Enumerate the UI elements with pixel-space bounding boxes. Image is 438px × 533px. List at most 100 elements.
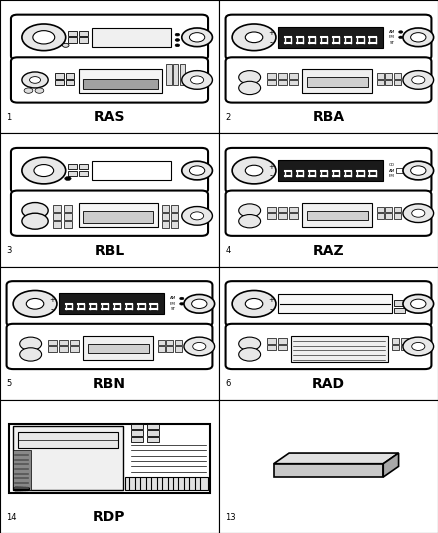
Circle shape xyxy=(412,209,425,217)
Bar xyxy=(385,80,392,85)
Bar xyxy=(64,213,72,220)
Text: RBN: RBN xyxy=(93,377,126,391)
Bar xyxy=(289,213,298,219)
Circle shape xyxy=(232,157,276,184)
Bar xyxy=(307,211,368,220)
Polygon shape xyxy=(383,453,399,477)
Circle shape xyxy=(175,44,180,47)
Bar xyxy=(166,64,172,85)
Polygon shape xyxy=(274,464,383,477)
Circle shape xyxy=(239,337,261,351)
Circle shape xyxy=(245,165,263,176)
Bar xyxy=(18,432,118,448)
Bar xyxy=(131,437,143,442)
Bar xyxy=(307,77,368,86)
Circle shape xyxy=(182,70,212,89)
Bar xyxy=(392,338,399,344)
Bar xyxy=(180,64,185,85)
Circle shape xyxy=(232,24,276,51)
Bar xyxy=(377,80,384,85)
Circle shape xyxy=(410,299,426,309)
Bar xyxy=(147,424,159,429)
Circle shape xyxy=(63,43,69,47)
Bar xyxy=(59,340,68,345)
Bar xyxy=(394,308,405,313)
Text: AM: AM xyxy=(389,168,395,173)
Bar xyxy=(385,213,392,219)
Circle shape xyxy=(22,24,66,51)
Circle shape xyxy=(20,337,42,351)
Text: -: - xyxy=(270,305,273,313)
Bar xyxy=(377,74,384,78)
Bar xyxy=(53,213,61,220)
FancyBboxPatch shape xyxy=(226,324,431,369)
Bar xyxy=(125,477,208,490)
Text: ST: ST xyxy=(170,307,176,311)
Bar xyxy=(79,69,162,93)
Bar xyxy=(401,345,408,351)
Text: 13: 13 xyxy=(226,513,236,521)
Bar xyxy=(267,213,276,219)
FancyBboxPatch shape xyxy=(226,148,431,193)
Text: ST: ST xyxy=(389,41,395,45)
Bar xyxy=(53,205,61,212)
Circle shape xyxy=(239,81,261,95)
Bar xyxy=(147,437,159,442)
Text: +: + xyxy=(268,30,275,36)
Bar xyxy=(79,171,88,176)
Bar xyxy=(131,431,143,436)
Bar xyxy=(131,424,143,429)
Bar xyxy=(171,221,178,228)
Bar xyxy=(278,74,287,78)
Bar xyxy=(64,221,72,228)
Bar xyxy=(385,207,392,212)
Bar xyxy=(278,27,383,48)
Circle shape xyxy=(403,337,434,356)
Text: AM: AM xyxy=(170,296,176,301)
Bar xyxy=(289,80,298,85)
Circle shape xyxy=(20,348,42,361)
Circle shape xyxy=(180,297,184,300)
Bar xyxy=(158,340,165,345)
Bar xyxy=(267,74,276,78)
Circle shape xyxy=(239,214,261,228)
Text: 1: 1 xyxy=(7,113,12,122)
Circle shape xyxy=(191,76,204,84)
FancyBboxPatch shape xyxy=(11,191,208,236)
Bar xyxy=(267,80,276,85)
Bar xyxy=(92,161,171,180)
Circle shape xyxy=(175,33,180,36)
FancyBboxPatch shape xyxy=(11,58,208,102)
Circle shape xyxy=(403,161,434,180)
Text: RAZ: RAZ xyxy=(313,244,344,257)
Circle shape xyxy=(33,30,55,44)
Text: RBA: RBA xyxy=(312,110,345,124)
Bar xyxy=(267,338,276,344)
Circle shape xyxy=(239,348,261,361)
Circle shape xyxy=(412,76,425,84)
FancyBboxPatch shape xyxy=(7,281,212,326)
Text: RDP: RDP xyxy=(93,510,126,524)
Circle shape xyxy=(239,70,261,84)
Bar xyxy=(385,74,392,78)
Text: FM: FM xyxy=(389,174,395,178)
Text: -: - xyxy=(270,38,273,47)
Bar xyxy=(162,213,169,220)
Text: 3: 3 xyxy=(7,246,12,255)
Text: -: - xyxy=(51,305,54,313)
Bar xyxy=(394,300,405,306)
Bar xyxy=(401,338,408,344)
Bar xyxy=(83,211,153,223)
Bar xyxy=(83,78,158,89)
Bar xyxy=(79,37,88,43)
Circle shape xyxy=(180,303,184,305)
Text: +: + xyxy=(49,297,56,303)
Text: 5: 5 xyxy=(7,379,12,388)
Circle shape xyxy=(399,36,403,39)
Circle shape xyxy=(35,88,44,93)
Circle shape xyxy=(24,88,33,93)
Circle shape xyxy=(403,28,434,47)
Bar xyxy=(83,336,153,360)
Text: RAS: RAS xyxy=(94,110,125,124)
Circle shape xyxy=(13,290,57,317)
